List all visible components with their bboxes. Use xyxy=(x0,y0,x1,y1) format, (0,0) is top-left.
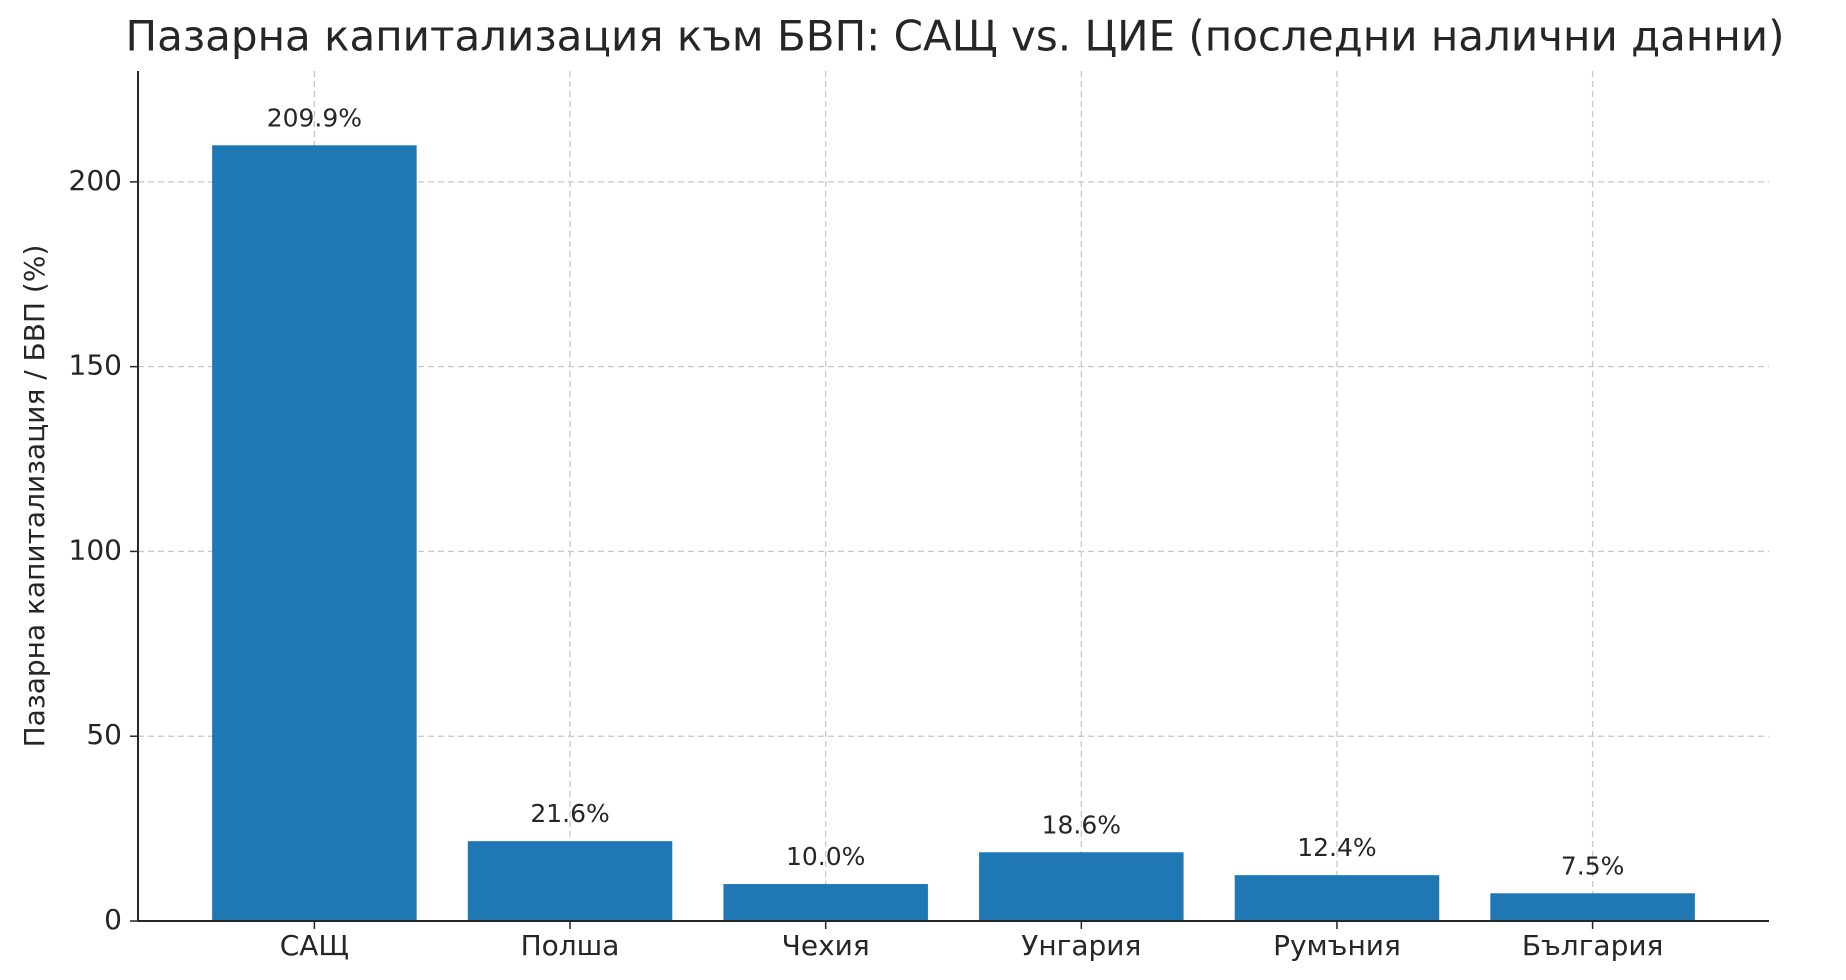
x-tick-label: Румъния xyxy=(1273,929,1401,962)
value-label: 209.9% xyxy=(267,103,362,132)
y-tick-label: 50 xyxy=(86,718,122,751)
y-tick-label: 100 xyxy=(69,533,122,566)
x-tick-label: САЩ xyxy=(280,929,349,962)
value-label: 7.5% xyxy=(1561,851,1625,880)
y-axis-label: Пазарна капитализация / БВП (%) xyxy=(18,245,51,748)
y-tick-label: 200 xyxy=(69,164,122,197)
bar xyxy=(723,884,928,921)
bar xyxy=(467,841,673,921)
value-label: 10.0% xyxy=(786,842,865,871)
y-tick-label: 150 xyxy=(69,349,122,382)
value-label: 12.4% xyxy=(1297,833,1376,862)
value-label: 18.6% xyxy=(1042,810,1121,839)
x-tick-label: България xyxy=(1522,929,1664,962)
bar xyxy=(1490,893,1695,921)
y-tick-label: 0 xyxy=(104,903,122,936)
value-label: 21.6% xyxy=(530,799,609,828)
bar xyxy=(979,852,1184,921)
x-tick-label: Унгария xyxy=(1021,929,1141,962)
bar xyxy=(1234,875,1440,921)
x-tick-label: Полша xyxy=(521,929,620,962)
x-tick-label: Чехия xyxy=(782,929,870,962)
bar xyxy=(212,145,417,922)
chart-title: Пазарна капитализация към БВП: САЩ vs. Ц… xyxy=(126,12,1785,61)
